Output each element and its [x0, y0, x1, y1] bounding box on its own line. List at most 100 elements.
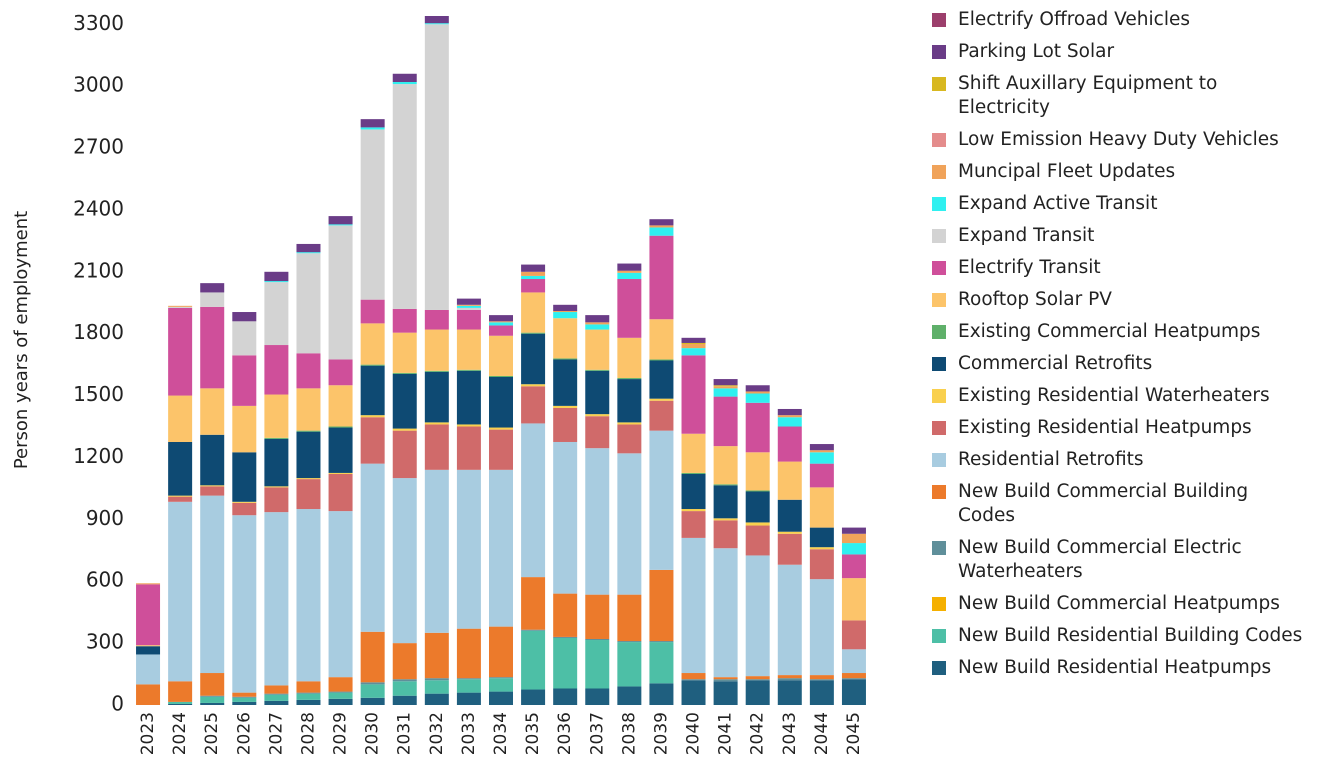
bar-segment: [360, 299, 385, 324]
bar-segment: [296, 353, 321, 389]
bar-segment: [809, 444, 834, 451]
y-tick-label: 1500: [73, 382, 124, 406]
bar-segment: [456, 679, 481, 693]
bar-segment: [649, 642, 674, 684]
bar-segment: [649, 227, 674, 236]
x-tick-label: 2032: [427, 712, 447, 755]
bar-segment: [681, 342, 706, 344]
legend-label: New Build Residential Heatpumps: [958, 657, 1272, 678]
bar-segment: [424, 371, 449, 423]
bar-segment: [489, 315, 513, 322]
bar-segment: [328, 692, 353, 699]
legend-item: Expand Active Transit: [932, 192, 1322, 216]
y-axis-label: Person years of employment: [11, 211, 32, 469]
legend-swatch: [932, 541, 946, 555]
bar-segment: [553, 405, 578, 408]
bar-segment: [617, 279, 642, 338]
bar-segment: [392, 478, 417, 644]
bar-segment: [232, 312, 257, 322]
bar-segment: [521, 577, 546, 630]
bar-segment: [617, 263, 642, 271]
bar-segment: [264, 694, 289, 701]
legend-label: Residential Retrofits: [958, 449, 1144, 470]
x-tick-label: 2035: [523, 712, 543, 755]
bar-segment: [232, 321, 257, 356]
bar-segment: [841, 679, 866, 705]
legend-label: New Build Commercial Heatpumps: [958, 593, 1280, 614]
bar-segment: [585, 448, 610, 595]
bar-segment: [745, 452, 770, 491]
bar-segment: [489, 678, 513, 692]
bar-segment: [553, 637, 578, 689]
legend-label: Expand Active Transit: [958, 193, 1158, 214]
bar-segment: [424, 24, 449, 310]
bar-segment: [456, 424, 481, 427]
bar-segment: [521, 279, 546, 293]
bar-segment: [521, 386, 546, 424]
bar-segment: [841, 554, 866, 579]
bar-segment: [296, 430, 321, 432]
bar-segment: [617, 424, 642, 454]
bar-segment: [521, 271, 546, 276]
bar-segment: [296, 388, 321, 431]
bar-segment: [841, 543, 866, 555]
bar-segment: [521, 333, 546, 385]
bar-segment: [489, 377, 513, 428]
legend-label: Expand Transit: [958, 225, 1095, 246]
bar-segment: [328, 677, 353, 692]
x-tick-label: 2037: [587, 712, 607, 755]
bar-segment: [553, 636, 578, 638]
x-tick-label: 2042: [748, 712, 768, 755]
y-tick-label: 3000: [73, 73, 124, 97]
bar-segment: [360, 415, 385, 418]
bar-segment: [200, 434, 225, 486]
bar-segment: [296, 693, 321, 700]
bar-segment: [392, 428, 417, 431]
bar-segment: [809, 452, 834, 464]
bar-segment: [264, 437, 289, 439]
legend-swatch: [932, 165, 946, 179]
bar-segment: [777, 461, 802, 500]
x-tick-label: 2024: [170, 712, 190, 755]
bar-segment: [649, 359, 674, 361]
bar-segment: [713, 677, 738, 680]
legend-label: Existing Commercial Heatpumps: [958, 321, 1261, 342]
bar-segment: [392, 679, 417, 682]
bar-segment: [745, 490, 770, 492]
bar-segment: [553, 441, 578, 594]
bar-segment: [777, 415, 802, 418]
bar-segment: [809, 463, 834, 488]
bar-segment: [489, 335, 513, 376]
bar-segment: [521, 630, 546, 690]
legend-swatch: [932, 133, 946, 147]
legend-label: Electrify Offroad Vehicles: [958, 9, 1190, 30]
bar-segment: [745, 676, 770, 680]
bar-segment: [392, 430, 417, 479]
bar-segment: [200, 673, 225, 696]
bar-segment: [713, 388, 738, 397]
bar-segment: [745, 402, 770, 453]
legend-label: Rooftop Solar PV: [958, 289, 1112, 310]
bar-segment: [521, 332, 546, 334]
bar-segment: [745, 680, 770, 705]
bar-segment: [328, 691, 353, 693]
bar-segment: [649, 683, 674, 705]
bar-segment: [553, 359, 578, 406]
bar-segment: [745, 385, 770, 392]
bar-segment: [168, 306, 193, 308]
bar-segment: [232, 501, 257, 503]
bar-segment: [296, 253, 321, 354]
bar-segment: [553, 310, 578, 313]
bar-segment: [360, 129, 385, 300]
legend-swatch: [932, 77, 946, 91]
bar-segment: [745, 391, 770, 394]
bar-segment: [424, 693, 449, 705]
bar-segment: [841, 620, 866, 650]
legend-item: Low Emission Heavy Duty Vehicles: [932, 128, 1322, 152]
bar-segment: [296, 681, 321, 693]
bar-segment: [489, 325, 513, 336]
legend-item: New Build Residential Building Codes: [932, 624, 1322, 648]
legend-label: Electrify Transit: [958, 257, 1101, 278]
bar-segment: [328, 385, 353, 427]
